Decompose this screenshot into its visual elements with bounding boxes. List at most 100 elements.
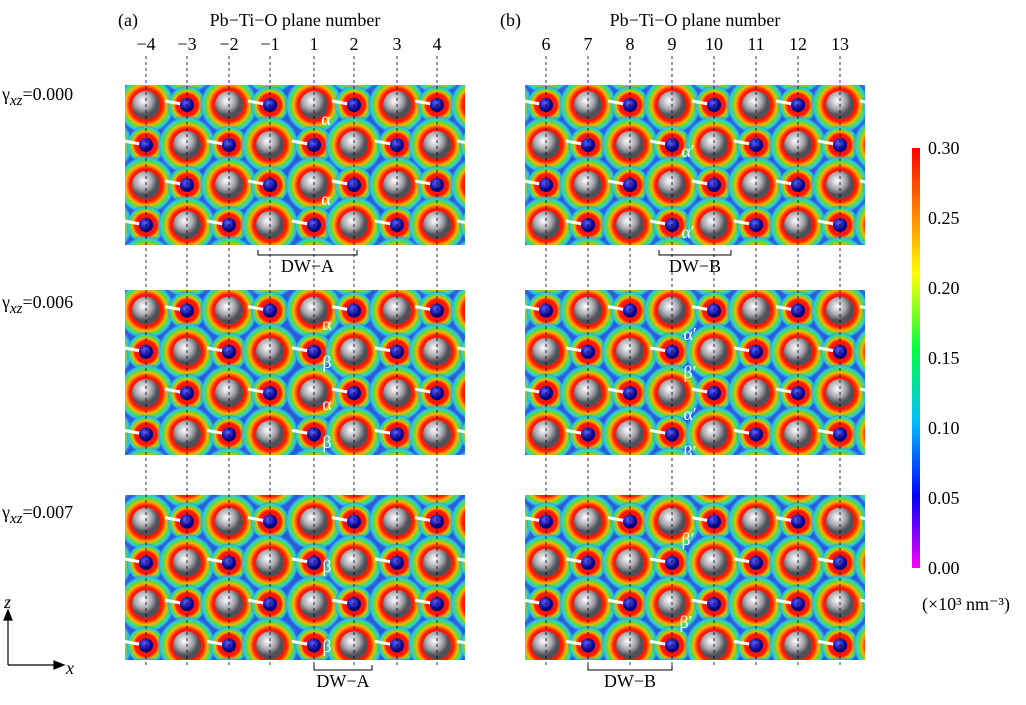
ti-atom (875, 680, 889, 694)
bond (82, 101, 104, 105)
bond (524, 683, 546, 687)
axis-title: Pb−Ti−O plane number (610, 10, 781, 30)
bond (82, 181, 104, 185)
pb-atom (90, 211, 118, 239)
pb-atom (658, 673, 686, 700)
bond (124, 476, 146, 480)
density-halo (852, 120, 865, 170)
bond (860, 261, 882, 265)
bond (692, 683, 714, 687)
density-halo (526, 667, 566, 700)
pb-atom (868, 631, 896, 659)
bond (859, 598, 865, 603)
pb-atom (383, 507, 411, 536)
wall-label: DW−A (316, 671, 369, 691)
plane-number: −3 (177, 34, 196, 54)
density-halo (167, 667, 207, 700)
colorbar-tick-label: 0.30 (928, 138, 960, 158)
wall-symbol: β′ (683, 442, 696, 462)
plane-number: 11 (747, 34, 764, 54)
ti-atom (97, 386, 111, 400)
density-halo (84, 373, 124, 413)
ti-atom (263, 680, 277, 694)
ti-atom (497, 138, 511, 152)
bond (608, 261, 630, 265)
density-halo (84, 291, 124, 331)
pb-atom (256, 131, 284, 159)
bond (415, 683, 437, 687)
ti-atom (472, 473, 486, 487)
density-halo (862, 593, 865, 615)
ti-atom (833, 473, 847, 487)
density-halo (449, 366, 465, 420)
bond (859, 179, 865, 184)
pb-atom (574, 507, 602, 536)
wall-bracket (257, 250, 358, 256)
ti-atom (581, 138, 595, 152)
bond (734, 476, 756, 480)
density-halo (449, 158, 465, 212)
bond (456, 557, 465, 562)
ti-atom (307, 473, 321, 487)
bond (818, 476, 840, 480)
density-map (84, 290, 493, 490)
density-halo (650, 445, 694, 455)
wall-bracket (587, 665, 673, 671)
ti-atom (97, 258, 111, 272)
density-halo (374, 235, 420, 245)
strain-subscript: xz (9, 301, 23, 317)
ti-atom (139, 138, 153, 152)
bond (82, 600, 104, 604)
pb-atom (784, 131, 812, 159)
wall-label: DW−B (604, 671, 656, 691)
strain-value: =0.007 (22, 502, 73, 522)
ti-atom (180, 514, 194, 529)
density-halo (852, 327, 865, 377)
bond (482, 61, 504, 65)
density-halo (862, 382, 865, 404)
density-halo (484, 625, 524, 665)
wall-symbol: α′ (681, 141, 694, 161)
ti-atom (497, 262, 511, 276)
plane-number: 9 (668, 34, 677, 54)
wall-bracket (658, 250, 732, 256)
pb-atom (90, 420, 118, 448)
strain-label: γxz=0.007 (1, 502, 73, 527)
density-halo (862, 300, 865, 322)
bond (859, 387, 865, 392)
density-halo (484, 45, 524, 85)
pb-atom (868, 211, 896, 239)
wall-symbol: α (321, 109, 331, 129)
plane-number: 4 (433, 34, 442, 54)
ti-atom (539, 514, 553, 529)
density-halo (459, 130, 465, 160)
ti-atom (581, 473, 595, 487)
pb-atom (173, 131, 201, 159)
bond (776, 472, 798, 476)
bond (482, 476, 504, 480)
pb-atom (465, 462, 493, 490)
bond (415, 472, 437, 476)
pb-atom (868, 420, 896, 448)
bond (82, 518, 104, 522)
density-halo (733, 235, 779, 245)
bond (457, 476, 479, 480)
bond (165, 261, 187, 265)
density-halo (250, 667, 290, 700)
bond (566, 476, 588, 480)
strain-symbol: γ (1, 292, 10, 312)
density-map (482, 473, 896, 700)
density-halo (417, 667, 457, 700)
wall-label: DW−A (281, 256, 334, 276)
density-halo (852, 538, 865, 588)
bond (776, 683, 798, 687)
ti-atom (472, 138, 486, 152)
bond (482, 265, 504, 269)
ti-atom (875, 258, 889, 272)
density-halo (862, 456, 902, 496)
ti-atom (497, 473, 511, 487)
bond (456, 639, 465, 645)
pb-atom (490, 590, 518, 618)
bond (165, 683, 187, 687)
density-halo (459, 460, 499, 500)
